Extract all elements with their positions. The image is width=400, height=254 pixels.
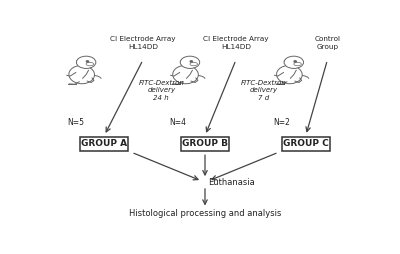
Text: Histological processing and analysis: Histological processing and analysis — [129, 209, 281, 218]
Text: CI Electrode Array
HL14DD: CI Electrode Array HL14DD — [110, 36, 176, 50]
Text: FITC-Dextron
delivery
24 h: FITC-Dextron delivery 24 h — [138, 80, 184, 101]
Circle shape — [284, 56, 304, 68]
Circle shape — [76, 59, 83, 64]
Text: FITC-Dextron
delivery
7 d: FITC-Dextron delivery 7 d — [241, 80, 286, 101]
Ellipse shape — [86, 62, 94, 66]
Ellipse shape — [69, 66, 94, 84]
Text: Control
Group: Control Group — [314, 36, 340, 50]
FancyBboxPatch shape — [282, 137, 330, 151]
FancyBboxPatch shape — [181, 137, 229, 151]
Circle shape — [76, 56, 96, 68]
Text: N=4: N=4 — [169, 118, 186, 126]
Circle shape — [180, 56, 200, 68]
Text: Euthanasia: Euthanasia — [208, 178, 255, 186]
Text: CI Electrode Array
HL14DD: CI Electrode Array HL14DD — [203, 36, 269, 50]
Text: N=5: N=5 — [67, 118, 84, 126]
FancyBboxPatch shape — [80, 137, 128, 151]
Circle shape — [180, 59, 186, 64]
Text: GROUP C: GROUP C — [283, 139, 329, 148]
Ellipse shape — [276, 66, 302, 84]
Text: GROUP B: GROUP B — [182, 139, 228, 148]
Circle shape — [294, 61, 296, 62]
Text: GROUP A: GROUP A — [81, 139, 127, 148]
Ellipse shape — [190, 62, 198, 66]
Text: N=2: N=2 — [273, 118, 290, 126]
Circle shape — [284, 59, 290, 64]
Ellipse shape — [173, 66, 198, 84]
Circle shape — [86, 61, 89, 62]
Ellipse shape — [294, 62, 301, 66]
Circle shape — [190, 61, 193, 62]
